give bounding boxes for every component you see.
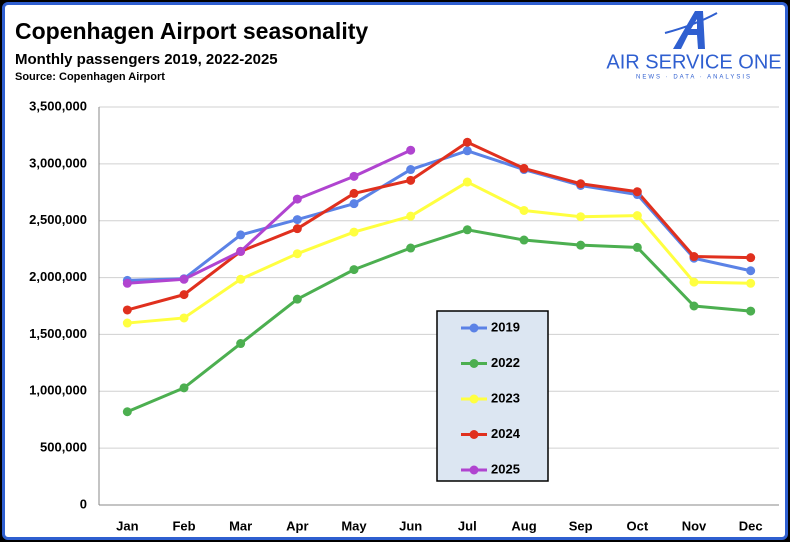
data-point [349, 265, 359, 275]
data-point [349, 199, 359, 209]
y-tick-label: 1,500,000 [29, 326, 87, 341]
data-point [179, 290, 189, 300]
legend-label: 2024 [491, 426, 521, 441]
data-point [292, 215, 302, 225]
x-tick-label: Nov [682, 518, 707, 533]
logo-swoosh [664, 12, 718, 34]
legend-box [436, 310, 549, 482]
data-point [462, 177, 472, 187]
data-point [406, 211, 416, 221]
data-point [122, 278, 132, 288]
y-tick-label: 500,000 [40, 440, 87, 455]
data-point [292, 249, 302, 259]
legend-label: 2025 [491, 461, 520, 476]
x-tick-label: May [341, 518, 367, 533]
data-point [292, 224, 302, 234]
series-line [126, 140, 751, 312]
data-point [462, 137, 472, 147]
data-point [236, 274, 246, 284]
data-point [746, 253, 756, 263]
x-tick-label: Jul [458, 518, 477, 533]
data-point [746, 266, 756, 276]
x-tick-label: Sep [569, 518, 593, 533]
x-tick-label: Jan [116, 518, 138, 533]
y-tick-label: 2,500,000 [29, 212, 87, 227]
chart: Copenhagen Airport seasonality Monthly p… [15, 11, 782, 533]
y-tick-label: 0 [80, 496, 87, 511]
data-point [519, 205, 529, 215]
legend-label: 2023 [491, 390, 520, 405]
data-point [746, 306, 756, 316]
data-point [576, 179, 586, 189]
x-tick-label: Feb [172, 518, 195, 533]
legend-label: 2022 [491, 355, 520, 370]
data-point [576, 240, 586, 250]
data-point [632, 187, 642, 197]
data-point [292, 294, 302, 304]
data-point [462, 225, 472, 235]
data-point [632, 211, 642, 221]
data-point [519, 235, 529, 245]
data-point [689, 252, 699, 262]
data-point [576, 212, 586, 222]
legend-swatch-marker [469, 359, 479, 368]
data-point [179, 313, 189, 323]
y-tick-label: 3,000,000 [29, 155, 87, 170]
data-point [406, 243, 416, 253]
data-point [122, 318, 132, 328]
data-point [632, 242, 642, 252]
data-point [236, 230, 246, 240]
legend-swatch-marker [469, 465, 479, 475]
legend-swatch-marker [469, 430, 479, 439]
data-point [179, 383, 189, 393]
data-point [689, 301, 699, 311]
series-line [126, 228, 751, 414]
data-point [462, 146, 472, 156]
legend-swatch-marker [469, 323, 479, 333]
logo-mark [673, 11, 705, 49]
data-point [746, 278, 756, 288]
legend-label: 2019 [491, 319, 520, 334]
data-point [349, 227, 359, 237]
series-line [127, 180, 751, 325]
data-point [292, 194, 302, 204]
logo-text: AIR SERVICE ONE [606, 51, 781, 73]
x-tick-label: Mar [229, 518, 252, 533]
data-point [349, 171, 359, 181]
logo-tagline: NEWS · DATA · ANALYSIS [636, 75, 752, 81]
y-tick-label: 1,000,000 [29, 383, 87, 398]
data-point [236, 339, 246, 349]
data-point [122, 407, 132, 417]
data-point [236, 246, 246, 256]
y-tick-label: 3,500,000 [29, 98, 87, 113]
x-tick-label: Apr [286, 518, 308, 533]
x-tick-label: Oct [626, 518, 648, 533]
legend-swatch-marker [469, 394, 479, 404]
chart-source: Source: Copenhagen Airport [15, 71, 165, 83]
chart-title: Copenhagen Airport seasonality [15, 18, 368, 44]
x-tick-label: Dec [739, 518, 763, 533]
y-tick-label: 2,000,000 [29, 269, 87, 284]
series-line [127, 148, 412, 285]
data-point [406, 175, 416, 185]
data-point [406, 165, 416, 175]
data-point [519, 163, 529, 173]
chart-subtitle: Monthly passengers 2019, 2022-2025 [15, 51, 278, 68]
x-tick-label: Aug [511, 518, 536, 533]
data-point [406, 145, 416, 155]
data-point [122, 305, 132, 315]
data-point [689, 277, 699, 287]
data-point [349, 188, 359, 198]
x-tick-label: Jun [399, 518, 422, 533]
data-point [179, 274, 189, 284]
